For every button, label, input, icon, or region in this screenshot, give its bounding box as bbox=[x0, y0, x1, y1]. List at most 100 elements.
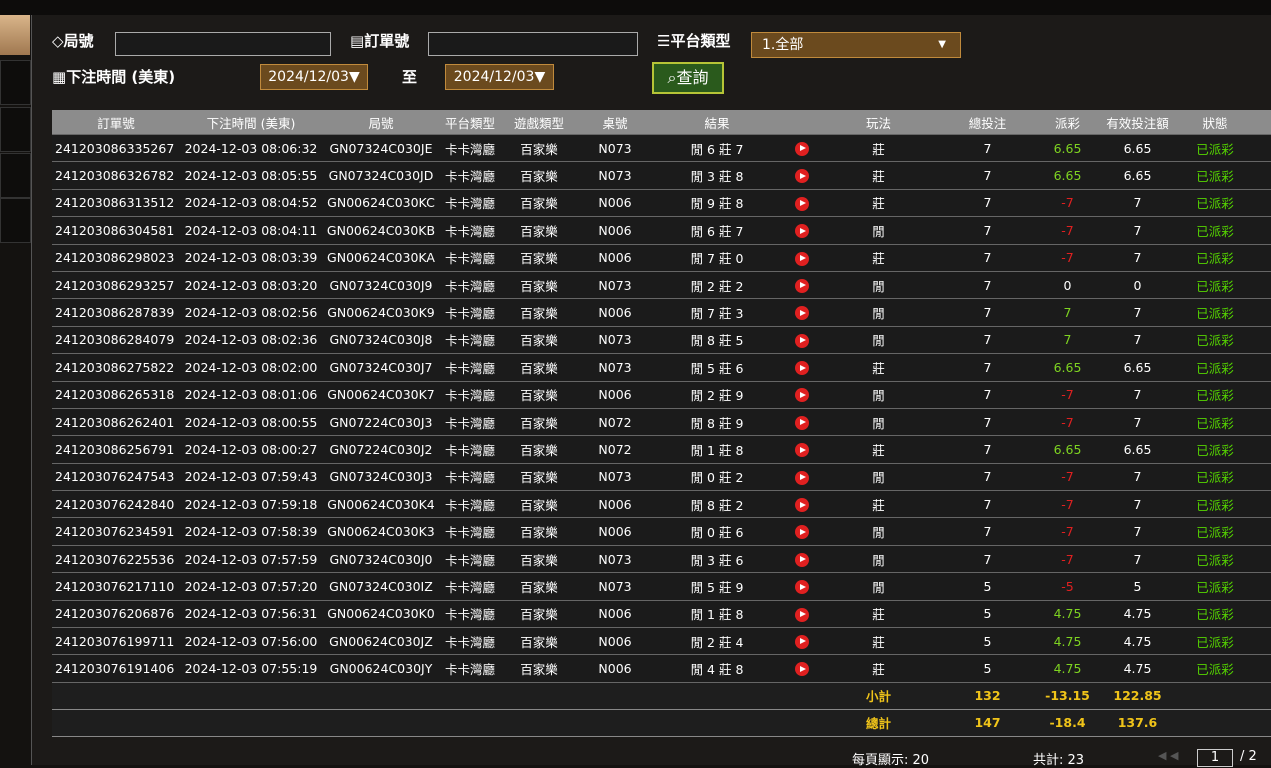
replay-cell bbox=[782, 161, 822, 190]
cell: 241203086304581 bbox=[52, 216, 180, 245]
cell: 241203086275822 bbox=[52, 353, 180, 382]
cell: 4.75 bbox=[1095, 654, 1180, 683]
replay-icon[interactable] bbox=[795, 169, 809, 184]
cell: 6.65 bbox=[1040, 161, 1095, 190]
replay-icon[interactable] bbox=[795, 580, 809, 595]
sidebar-item[interactable] bbox=[0, 60, 31, 105]
cell: 閒 3 莊 8 bbox=[652, 161, 782, 190]
replay-icon[interactable] bbox=[795, 278, 809, 293]
cell: GN00624C030KB bbox=[322, 216, 440, 245]
cell bbox=[1250, 463, 1271, 492]
cell: -7 bbox=[1040, 381, 1095, 409]
cell: 百家樂 bbox=[500, 654, 578, 683]
cell bbox=[1250, 298, 1271, 327]
prev-arrows[interactable]: ◀ ◀ bbox=[1158, 749, 1179, 762]
cell: GN07324C030IZ bbox=[322, 572, 440, 601]
cell: 閒 1 莊 8 bbox=[652, 600, 782, 629]
replay-icon[interactable] bbox=[795, 306, 809, 321]
replay-icon[interactable] bbox=[795, 224, 809, 239]
cell bbox=[1250, 600, 1271, 629]
cell bbox=[1250, 326, 1271, 355]
replay-icon[interactable] bbox=[795, 443, 809, 458]
replay-icon[interactable] bbox=[795, 470, 809, 485]
cell: -7 bbox=[1040, 463, 1095, 492]
cell: 7 bbox=[935, 326, 1040, 355]
cell: N006 bbox=[578, 216, 652, 245]
replay-icon[interactable] bbox=[795, 196, 809, 211]
cell: N073 bbox=[578, 463, 652, 492]
data-row: 241203086256791 2024-12-03 08:00:27 GN0722… bbox=[52, 435, 1271, 464]
cell bbox=[1250, 134, 1271, 163]
time-label: 下注時間 (美東) bbox=[66, 68, 176, 86]
replay-cell bbox=[782, 517, 822, 546]
cell: 241203076247543 bbox=[52, 463, 180, 492]
cell: GN00624C030K0 bbox=[322, 600, 440, 629]
total-count: 共計: 23 bbox=[1033, 753, 1085, 768]
data-row: 241203076242840 2024-12-03 07:59:18 GN0062… bbox=[52, 490, 1271, 519]
data-row: 241203086287839 2024-12-03 08:02:56 GN0062… bbox=[52, 298, 1271, 327]
cell: -7 bbox=[1040, 216, 1095, 245]
replay-icon[interactable] bbox=[795, 388, 809, 403]
cell: 2024-12-03 08:03:39 bbox=[180, 244, 322, 272]
cell: 百家樂 bbox=[500, 545, 578, 574]
date-from[interactable]: 2024/12/03▼ bbox=[260, 64, 368, 90]
label: ☰平台類型 bbox=[657, 32, 731, 50]
replay-icon[interactable] bbox=[795, 251, 809, 266]
replay-cell bbox=[782, 326, 822, 355]
cell: 莊 bbox=[822, 654, 935, 683]
platform-select[interactable]: 1.全部 ▼ bbox=[751, 32, 961, 58]
replay-icon[interactable] bbox=[795, 634, 809, 649]
cell: 卡卡灣廳 bbox=[440, 627, 500, 656]
cell: 百家樂 bbox=[500, 572, 578, 601]
cell: 7 bbox=[935, 463, 1040, 492]
cell: 閒 bbox=[822, 408, 935, 437]
cell: N006 bbox=[578, 298, 652, 327]
cell bbox=[1250, 517, 1271, 546]
replay-icon[interactable] bbox=[795, 415, 809, 430]
sidebar-item[interactable] bbox=[0, 153, 31, 198]
cell: -7 bbox=[1040, 545, 1095, 574]
cell: GN07324C030J3 bbox=[322, 463, 440, 492]
replay-icon[interactable] bbox=[795, 333, 809, 348]
cell: 已派彩 bbox=[1180, 435, 1250, 464]
page-input[interactable]: 1 bbox=[1197, 749, 1233, 767]
replay-icon[interactable] bbox=[795, 141, 809, 156]
date-to[interactable]: 2024/12/03▼ bbox=[445, 64, 554, 90]
sidebar-item[interactable] bbox=[0, 107, 31, 152]
sidebar-tab[interactable] bbox=[0, 15, 30, 55]
cell: 閒 0 莊 2 bbox=[652, 463, 782, 492]
replay-icon[interactable] bbox=[795, 662, 809, 677]
cell: 2024-12-03 08:04:52 bbox=[180, 189, 322, 218]
cell: 百家樂 bbox=[500, 517, 578, 546]
cell: 6.65 bbox=[1095, 161, 1180, 190]
cell: 閒 bbox=[822, 517, 935, 546]
replay-icon[interactable] bbox=[795, 607, 809, 622]
cell: 卡卡灣廳 bbox=[440, 490, 500, 519]
replay-icon[interactable] bbox=[795, 498, 809, 513]
replay-icon[interactable] bbox=[795, 552, 809, 567]
search-button[interactable]: ⌕查詢 bbox=[652, 62, 724, 94]
cell: 已派彩 bbox=[1180, 298, 1250, 327]
cell: N006 bbox=[578, 627, 652, 656]
cell: 7 bbox=[1095, 326, 1180, 355]
sidebar-item[interactable] bbox=[0, 198, 31, 243]
cell: 241203086335267 bbox=[52, 134, 180, 163]
cell: 已派彩 bbox=[1180, 408, 1250, 437]
summary-cell: 小計 bbox=[822, 682, 935, 710]
data-row: 241203086335267 2024-12-03 08:06:32 GN0732… bbox=[52, 134, 1271, 163]
cell: 閒 bbox=[822, 381, 935, 409]
game-no-input[interactable] bbox=[115, 32, 331, 56]
cell: 已派彩 bbox=[1180, 216, 1250, 245]
data-row: 241203086293257 2024-12-03 08:03:20 GN0732… bbox=[52, 271, 1271, 300]
cell: 7 bbox=[935, 517, 1040, 546]
cell: 莊 bbox=[822, 134, 935, 163]
order-no-input[interactable] bbox=[428, 32, 638, 56]
cell: 6.65 bbox=[1040, 353, 1095, 382]
summary-cell: 總計 bbox=[822, 709, 935, 737]
cell: 241203076242840 bbox=[52, 490, 180, 519]
cell: 0 bbox=[1040, 271, 1095, 300]
replay-icon[interactable] bbox=[795, 361, 809, 376]
replay-icon[interactable] bbox=[795, 525, 809, 540]
cell: 已派彩 bbox=[1180, 134, 1250, 163]
cell: 4.75 bbox=[1040, 600, 1095, 629]
